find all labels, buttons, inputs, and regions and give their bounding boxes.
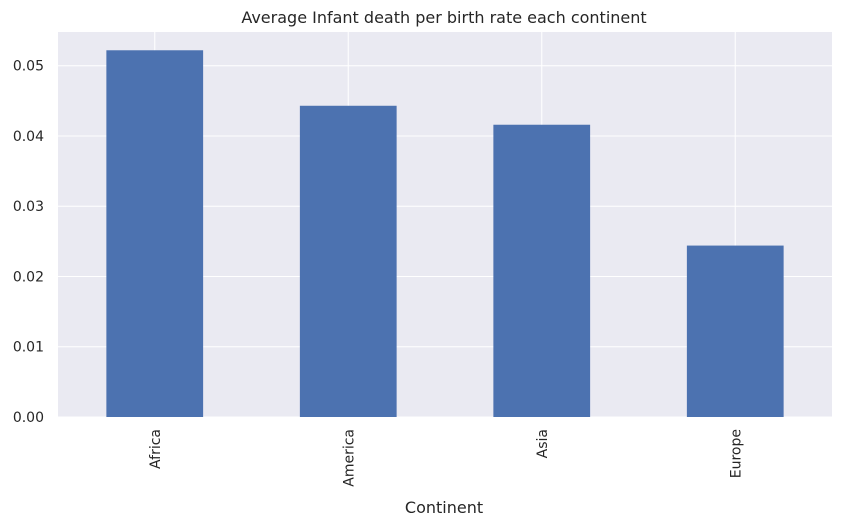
bar-africa — [106, 50, 204, 418]
x-tick-label: Asia — [535, 429, 551, 458]
x-tick-label: Europe — [728, 429, 744, 478]
y-tick-label: 0.05 — [13, 59, 44, 75]
x-tick-label: Africa — [148, 429, 164, 469]
bars — [106, 50, 784, 418]
bar-america — [299, 105, 397, 417]
chart-title: Average Infant death per birth rate each… — [241, 8, 646, 27]
x-tick-label: America — [341, 429, 357, 487]
y-tick-label: 0.04 — [13, 129, 44, 145]
bar-asia — [493, 124, 591, 417]
y-tick-label: 0.03 — [13, 199, 44, 215]
x-axis-label: Continent — [405, 498, 483, 517]
y-tick-label: 0.02 — [13, 269, 44, 285]
x-axis-ticks: Africa America Asia Europe — [148, 429, 745, 487]
y-tick-label: 0.01 — [13, 340, 44, 356]
y-tick-label: 0.00 — [13, 410, 44, 426]
bar-europe — [686, 245, 784, 417]
y-axis-ticks: 0.00 0.01 0.02 0.03 0.04 0.05 — [13, 59, 44, 426]
